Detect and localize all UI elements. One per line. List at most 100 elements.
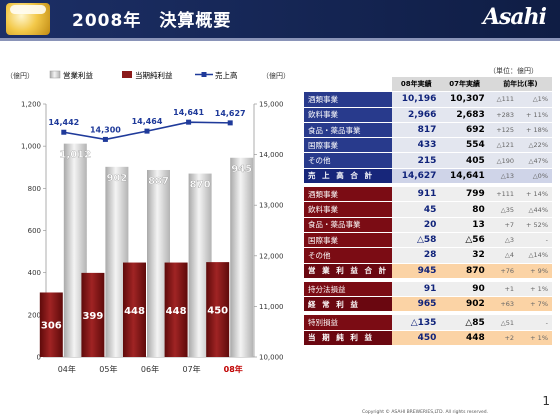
row-label: 食品・薬品事業 — [304, 122, 393, 139]
right-axis-ticks: 10,000 11,000 12,000 13,000 14,000 15,000 — [254, 101, 284, 362]
sales-label: 14,442 — [48, 118, 79, 127]
value-2007: 80 — [440, 201, 489, 218]
left-tick-label: 1,000 — [21, 143, 41, 151]
sales-point — [61, 129, 67, 135]
net-income-label: 448 — [166, 306, 187, 317]
left-axis-ticks: 0 200 400 600 800 1,000 1,200 — [21, 101, 46, 362]
table-row: 持分法損益 91 90 +1 + 1% — [304, 281, 552, 298]
left-tick-label: 800 — [28, 185, 41, 193]
change-percent: + 1% — [518, 330, 552, 347]
operating-profit-bar — [147, 169, 170, 357]
table-gap — [304, 183, 552, 188]
change-amount: +125 — [488, 122, 519, 139]
left-tick-label: 1,200 — [21, 101, 41, 109]
row-label: 国際事業 — [304, 232, 393, 249]
header-yoy: 前年比(率) — [488, 77, 552, 93]
change-percent: + 9% — [518, 263, 552, 279]
change-percent: - — [518, 315, 552, 331]
value-2007: 10,307 — [440, 91, 489, 108]
legend-swatch-net-income — [122, 71, 132, 78]
operating-profit-label: 887 — [148, 176, 169, 187]
change-percent: + 52% — [518, 217, 552, 233]
legend-label-sales: 売上高 — [215, 70, 238, 80]
right-tick-label: 12,000 — [259, 252, 284, 260]
net-income-label: 306 — [41, 321, 62, 332]
left-tick-label: 200 — [28, 311, 41, 319]
table-row: 営 業 利 益 合 計 945 870 +76 + 9% — [304, 263, 552, 279]
sales-label: 14,300 — [90, 125, 121, 134]
change-amount: △111 — [488, 91, 519, 108]
left-tick-label: 600 — [28, 227, 41, 235]
change-amount: +1 — [488, 281, 519, 298]
change-percent: △0% — [518, 168, 552, 185]
header-2007: 07年実績 — [440, 77, 489, 93]
sales-label: 14,641 — [173, 108, 204, 117]
change-percent: △47% — [518, 152, 552, 169]
asahi-logo: Asahi — [482, 4, 547, 30]
table-gap-cell — [304, 278, 552, 282]
value-2008: 14,627 — [392, 168, 441, 185]
legend-label-net-income: 当期純利益 — [135, 70, 173, 80]
right-tick-label: 14,000 — [259, 151, 284, 159]
value-2007: △56 — [440, 232, 489, 249]
change-amount: △3 — [488, 232, 519, 249]
change-amount: △121 — [488, 137, 519, 154]
beer-glass-icon — [6, 3, 50, 35]
change-amount: +7 — [488, 217, 519, 233]
row-label: 酒類事業 — [304, 91, 393, 108]
x-axis-label: 04年 — [58, 364, 76, 374]
right-tick-label: 11,000 — [259, 303, 284, 311]
net-income-bar — [39, 292, 63, 357]
change-percent: + 14% — [518, 187, 552, 203]
chart-legend: 営業利益 当期純利益 売上高 — [49, 70, 238, 80]
value-2008: 965 — [392, 296, 441, 313]
value-2007: 32 — [440, 247, 489, 264]
operating-profit-bar — [230, 157, 254, 357]
net-income-label: 399 — [82, 311, 103, 322]
change-percent: + 1% — [518, 281, 552, 298]
sales-section: 酒類事業 10,196 10,307 △111 △1% 飲料事業 2,966 2,683 +28… — [304, 91, 552, 347]
header-blank — [304, 77, 393, 93]
change-percent: △22% — [518, 137, 552, 154]
operating-profit-label: 902 — [106, 173, 127, 184]
sales-point — [102, 136, 108, 142]
table-row: 食品・薬品事業 20 13 +7 + 52% — [304, 217, 552, 233]
value-2007: 2,683 — [440, 107, 489, 123]
row-label: 飲料事業 — [304, 201, 393, 218]
right-tick-label: 10,000 — [259, 354, 284, 362]
operating-profit-bar — [105, 166, 129, 357]
page-title: 2008年 決算概要 — [72, 11, 232, 31]
value-2008: 45 — [392, 201, 441, 218]
sales-point — [144, 128, 150, 134]
row-label: 食品・薬品事業 — [304, 217, 393, 233]
operating-profit-label: 870 — [190, 180, 211, 191]
change-percent: △1% — [518, 91, 552, 108]
value-2007: 90 — [440, 281, 489, 298]
sales-line-series: 14,442 14,300 14,464 14,641 14,627 — [48, 108, 246, 142]
value-2007: 405 — [440, 152, 489, 169]
change-amount: +283 — [488, 107, 519, 123]
change-amount: △13 — [488, 168, 519, 185]
table-row: 経 常 利 益 965 902 +63 + 7% — [304, 296, 552, 313]
net-income-bar — [81, 272, 105, 357]
change-percent: △44% — [518, 201, 552, 218]
operating-profit-label: 1,012 — [59, 150, 91, 161]
row-label: 売 上 高 合 計 — [304, 168, 393, 185]
left-tick-label: 400 — [28, 269, 41, 277]
value-2008: 10,196 — [392, 91, 441, 108]
row-label: その他 — [304, 152, 393, 169]
row-label: 特別損益 — [304, 315, 393, 331]
value-2008: 28 — [392, 247, 441, 264]
table-row: 国際事業 433 554 △121 △22% — [304, 137, 552, 154]
value-2008: △58 — [392, 232, 441, 249]
sales-label: 14,627 — [215, 109, 246, 118]
row-label: 飲料事業 — [304, 107, 393, 123]
table-gap-cell — [304, 311, 552, 316]
operating-profit-bar — [188, 173, 212, 357]
value-2008: 450 — [392, 330, 441, 347]
change-amount: △51 — [488, 315, 519, 331]
value-2008: 817 — [392, 122, 441, 139]
row-label: 経 常 利 益 — [304, 296, 393, 313]
value-2007: △85 — [440, 315, 489, 331]
legend-label-operating-profit: 営業利益 — [63, 70, 93, 80]
